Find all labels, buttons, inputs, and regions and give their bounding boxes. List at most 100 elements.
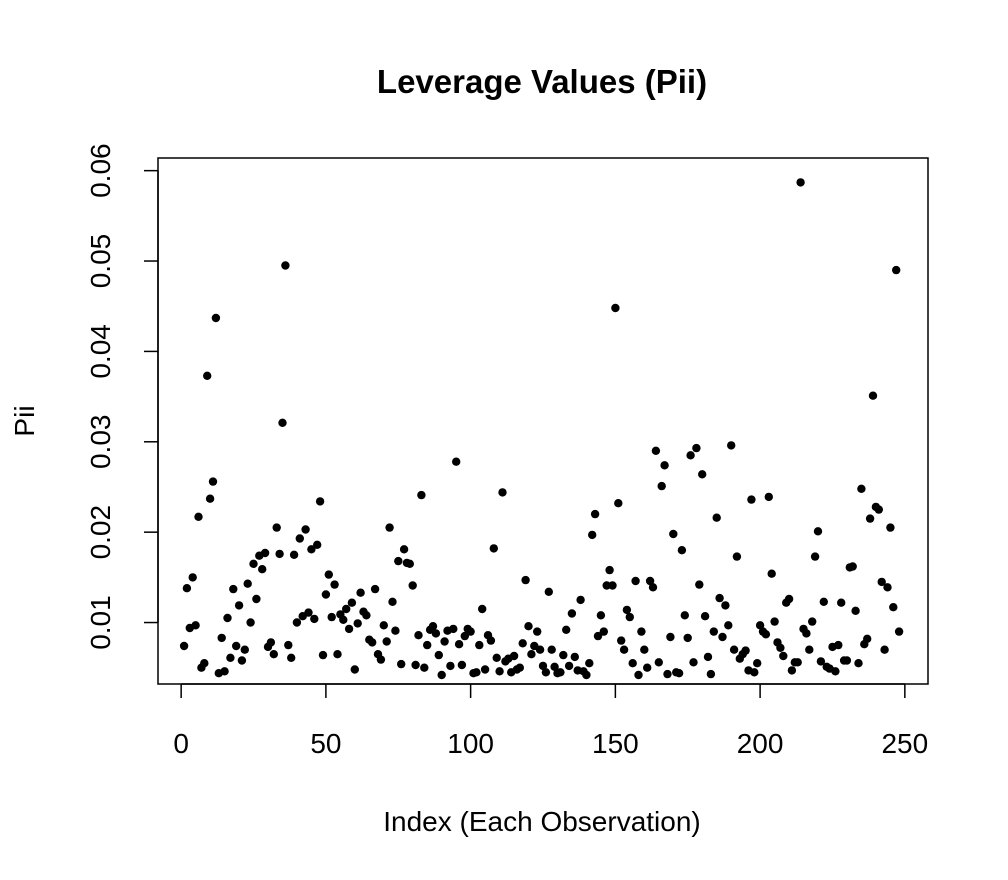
data-point xyxy=(211,313,221,323)
data-point xyxy=(232,641,241,651)
data-point xyxy=(478,604,487,614)
data-point xyxy=(654,658,663,667)
data-point xyxy=(249,559,258,568)
data-point xyxy=(727,441,736,450)
data-point xyxy=(391,626,400,635)
data-point xyxy=(755,621,765,630)
data-point xyxy=(894,627,904,636)
data-point xyxy=(703,652,713,662)
data-point xyxy=(356,588,365,597)
data-point xyxy=(434,650,443,660)
data-point xyxy=(819,597,828,606)
data-point xyxy=(272,523,281,532)
data-point xyxy=(761,630,771,639)
data-point xyxy=(527,650,536,659)
data-point xyxy=(669,529,678,539)
data-point xyxy=(831,667,840,676)
data-point xyxy=(452,457,461,466)
data-point xyxy=(886,523,895,532)
data-point xyxy=(385,523,394,532)
data-point xyxy=(889,603,898,612)
data-point xyxy=(648,583,658,592)
data-point xyxy=(680,611,689,620)
data-point xyxy=(880,645,889,654)
data-point xyxy=(509,651,519,661)
chart-title: Leverage Values (Pii) xyxy=(377,63,707,100)
data-point xyxy=(301,525,310,534)
data-point xyxy=(689,658,698,667)
y-axis-label: Pii xyxy=(9,405,40,436)
data-point xyxy=(834,640,843,650)
data-point xyxy=(327,612,336,622)
data-point xyxy=(643,663,652,672)
data-point xyxy=(295,534,304,543)
y-tick-label: 0.04 xyxy=(85,324,116,379)
data-point xyxy=(414,631,423,640)
data-point xyxy=(258,565,267,574)
data-point xyxy=(576,595,585,605)
data-point xyxy=(399,545,409,554)
data-point xyxy=(379,621,388,630)
data-point xyxy=(582,670,591,680)
data-point xyxy=(544,587,553,596)
data-point xyxy=(640,645,649,654)
data-point xyxy=(805,645,814,654)
data-point xyxy=(596,611,606,620)
data-point xyxy=(423,640,432,650)
data-point xyxy=(408,581,417,590)
data-point xyxy=(304,608,313,617)
data-point xyxy=(292,618,302,627)
x-tick-label: 50 xyxy=(310,728,341,759)
data-point xyxy=(194,512,203,521)
data-point xyxy=(802,629,811,638)
data-point xyxy=(220,667,229,676)
data-point xyxy=(237,656,247,665)
data-point xyxy=(559,650,568,660)
data-point xyxy=(851,606,860,615)
data-point xyxy=(590,509,600,519)
data-point xyxy=(350,665,359,674)
data-point xyxy=(874,505,883,514)
data-point xyxy=(863,634,872,643)
y-tick-label: 0.02 xyxy=(85,505,116,560)
data-point xyxy=(808,617,817,626)
data-point xyxy=(313,540,322,549)
data-point xyxy=(813,527,823,536)
y-tick-label: 0.06 xyxy=(85,143,116,198)
x-tick-label: 0 xyxy=(173,728,189,759)
data-point xyxy=(524,622,533,631)
data-point xyxy=(388,597,397,606)
data-point xyxy=(767,569,776,578)
y-tick-label: 0.01 xyxy=(85,595,116,650)
data-point xyxy=(446,661,455,671)
data-point xyxy=(622,605,632,615)
data-point xyxy=(208,477,218,486)
x-tick-label: 100 xyxy=(447,728,494,759)
data-point xyxy=(475,640,484,650)
data-point xyxy=(394,556,403,566)
data-point xyxy=(397,659,406,669)
data-point xyxy=(770,617,779,626)
data-point xyxy=(732,552,742,561)
data-point xyxy=(200,659,209,668)
data-point xyxy=(188,573,197,582)
data-point xyxy=(541,668,551,677)
data-point xyxy=(370,584,380,594)
data-point xyxy=(637,627,646,636)
data-point xyxy=(324,570,333,579)
data-point xyxy=(645,576,655,586)
data-point xyxy=(417,490,426,500)
data-point xyxy=(229,584,238,594)
data-point xyxy=(599,627,608,636)
data-point xyxy=(611,303,620,313)
data-point xyxy=(344,624,354,634)
x-tick-label: 150 xyxy=(592,728,639,759)
data-point xyxy=(556,668,565,677)
data-point xyxy=(240,645,249,654)
data-point xyxy=(793,658,802,667)
data-point xyxy=(657,481,666,491)
data-point xyxy=(480,665,490,674)
data-point xyxy=(651,446,661,455)
data-point xyxy=(428,622,438,631)
data-point xyxy=(660,461,669,470)
